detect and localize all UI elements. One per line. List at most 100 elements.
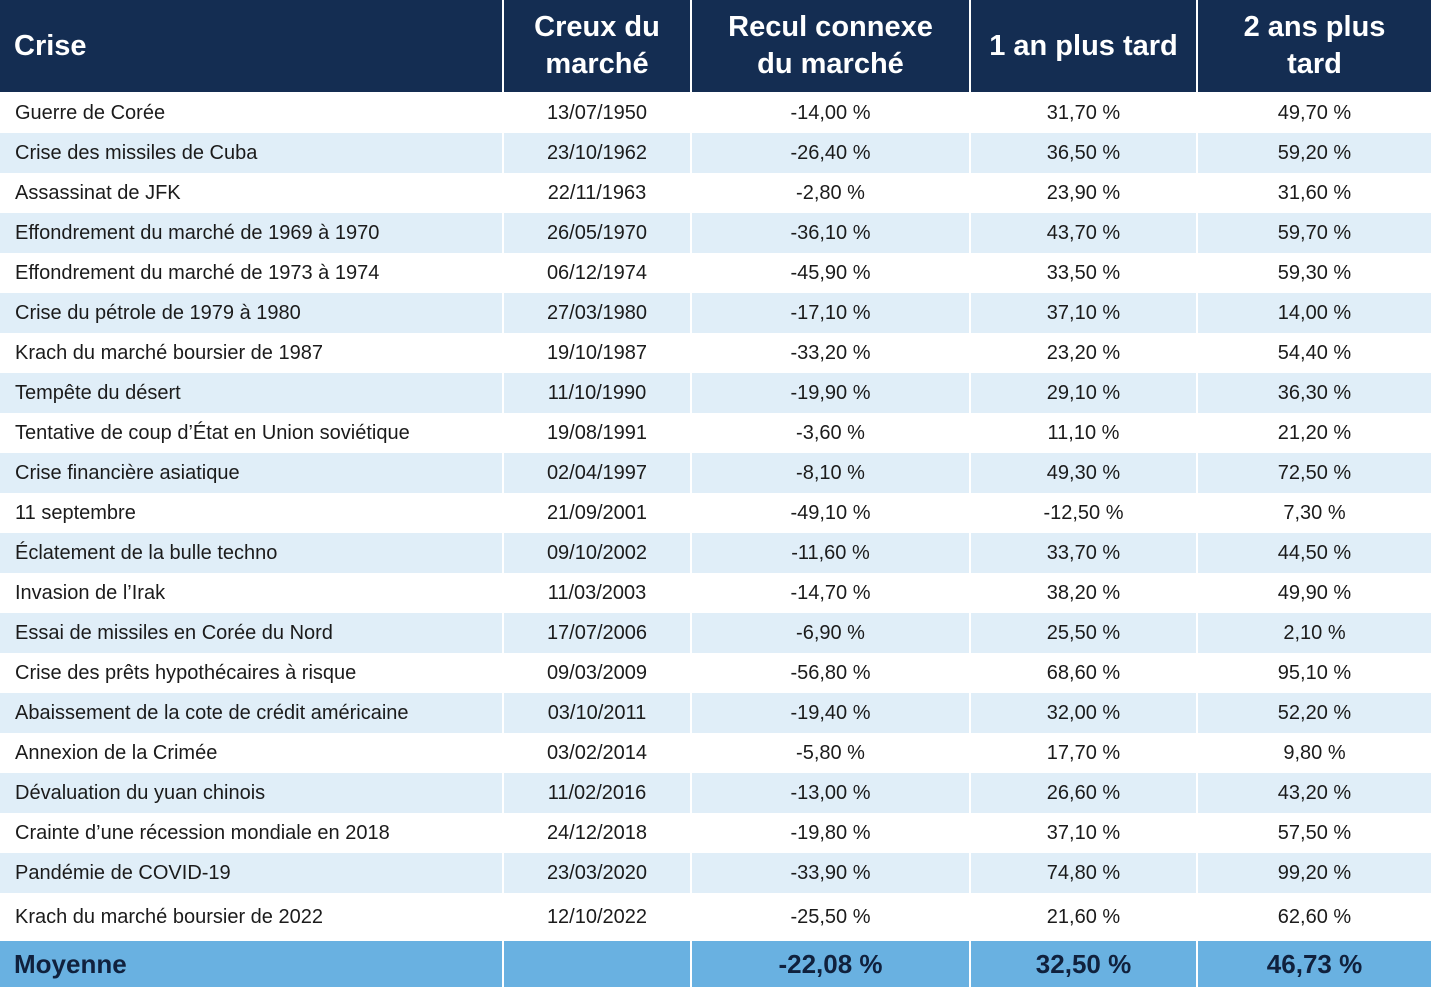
table-row: 11 septembre 21/09/2001 -49,10 % -12,50 % 7,…	[0, 493, 1431, 533]
header-crise: Crise	[0, 0, 504, 93]
cell-crise: Annexion de la Crimée	[0, 733, 504, 773]
table-body: Guerre de Corée 13/07/1950 -14,00 % 31,70 %…	[0, 92, 1431, 941]
header-recul-connexe: Recul connexe du marché	[691, 0, 971, 93]
cell-deux-ans-plus-tard: 54,40 %	[1197, 333, 1431, 373]
cell-deux-ans-plus-tard: 21,20 %	[1197, 413, 1431, 453]
table-row: Crise du pétrole de 1979 à 1980 27/03/198…	[0, 293, 1431, 333]
cell-un-an-plus-tard: 43,70 %	[970, 213, 1198, 253]
table-row: Abaissement de la cote de crédit américa…	[0, 693, 1431, 733]
cell-crise: Effondrement du marché de 1973 à 1974	[0, 253, 504, 293]
average-un-an: 32,50 %	[970, 941, 1198, 987]
table-row: Invasion de l’Irak 11/03/2003 -14,70 % 38,2…	[0, 573, 1431, 613]
cell-un-an-plus-tard: 33,70 %	[970, 533, 1198, 573]
cell-recul-connexe: -13,00 %	[691, 773, 971, 813]
cell-un-an-plus-tard: 37,10 %	[970, 813, 1198, 853]
cell-crise: Dévaluation du yuan chinois	[0, 773, 504, 813]
cell-crise: 11 septembre	[0, 493, 504, 533]
cell-recul-connexe: -3,60 %	[691, 413, 971, 453]
cell-creux-du-marche: 09/10/2002	[503, 533, 692, 573]
table-row: Assassinat de JFK 22/11/1963 -2,80 % 23,90 …	[0, 173, 1431, 213]
cell-deux-ans-plus-tard: 43,20 %	[1197, 773, 1431, 813]
cell-deux-ans-plus-tard: 31,60 %	[1197, 173, 1431, 213]
cell-deux-ans-plus-tard: 62,60 %	[1197, 893, 1431, 941]
cell-creux-du-marche: 13/07/1950	[503, 92, 692, 133]
cell-deux-ans-plus-tard: 52,20 %	[1197, 693, 1431, 733]
average-row: Moyenne -22,08 % 32,50 % 46,73 %	[0, 941, 1431, 987]
header-row: Crise Creux du marché Recul connexe du mar…	[0, 0, 1431, 93]
cell-un-an-plus-tard: 36,50 %	[970, 133, 1198, 173]
cell-deux-ans-plus-tard: 72,50 %	[1197, 453, 1431, 493]
table-row: Crainte d’une récession mondiale en 2018…	[0, 813, 1431, 853]
cell-deux-ans-plus-tard: 44,50 %	[1197, 533, 1431, 573]
cell-un-an-plus-tard: 74,80 %	[970, 853, 1198, 893]
cell-un-an-plus-tard: 23,90 %	[970, 173, 1198, 213]
cell-recul-connexe: -2,80 %	[691, 173, 971, 213]
table-row: Crise des prêts hypothécaires à risque 09…	[0, 653, 1431, 693]
cell-deux-ans-plus-tard: 95,10 %	[1197, 653, 1431, 693]
header-deux-ans-plus-tard: 2 ans plus tard	[1197, 0, 1431, 93]
table-row: Tentative de coup d’État en Union soviét…	[0, 413, 1431, 453]
cell-deux-ans-plus-tard: 36,30 %	[1197, 373, 1431, 413]
cell-crise: Tentative de coup d’État en Union soviét…	[0, 413, 504, 453]
table-row: Crise financière asiatique 02/04/1997 -8,1…	[0, 453, 1431, 493]
cell-recul-connexe: -33,20 %	[691, 333, 971, 373]
average-recul: -22,08 %	[691, 941, 971, 987]
cell-creux-du-marche: 02/04/1997	[503, 453, 692, 493]
cell-crise: Abaissement de la cote de crédit américa…	[0, 693, 504, 733]
cell-un-an-plus-tard: 49,30 %	[970, 453, 1198, 493]
cell-creux-du-marche: 06/12/1974	[503, 253, 692, 293]
cell-recul-connexe: -14,70 %	[691, 573, 971, 613]
cell-un-an-plus-tard: 38,20 %	[970, 573, 1198, 613]
cell-recul-connexe: -25,50 %	[691, 893, 971, 941]
table-row: Dévaluation du yuan chinois 11/02/2016 -13…	[0, 773, 1431, 813]
cell-crise: Crise des missiles de Cuba	[0, 133, 504, 173]
cell-crise: Krach du marché boursier de 1987	[0, 333, 504, 373]
cell-creux-du-marche: 09/03/2009	[503, 653, 692, 693]
cell-deux-ans-plus-tard: 49,70 %	[1197, 92, 1431, 133]
cell-recul-connexe: -5,80 %	[691, 733, 971, 773]
cell-deux-ans-plus-tard: 59,20 %	[1197, 133, 1431, 173]
cell-creux-du-marche: 26/05/1970	[503, 213, 692, 253]
cell-un-an-plus-tard: 23,20 %	[970, 333, 1198, 373]
cell-deux-ans-plus-tard: 59,30 %	[1197, 253, 1431, 293]
cell-creux-du-marche: 11/03/2003	[503, 573, 692, 613]
cell-deux-ans-plus-tard: 57,50 %	[1197, 813, 1431, 853]
cell-un-an-plus-tard: 33,50 %	[970, 253, 1198, 293]
table-row: Tempête du désert 11/10/1990 -19,90 % 29,10…	[0, 373, 1431, 413]
cell-recul-connexe: -26,40 %	[691, 133, 971, 173]
cell-deux-ans-plus-tard: 2,10 %	[1197, 613, 1431, 653]
cell-recul-connexe: -19,80 %	[691, 813, 971, 853]
cell-crise: Crise financière asiatique	[0, 453, 504, 493]
table-row: Éclatement de la bulle techno 09/10/2002-…	[0, 533, 1431, 573]
cell-recul-connexe: -8,10 %	[691, 453, 971, 493]
average-deux-ans: 46,73 %	[1197, 941, 1431, 987]
cell-creux-du-marche: 11/02/2016	[503, 773, 692, 813]
table-row: Essai de missiles en Corée du Nord 17/07/…	[0, 613, 1431, 653]
cell-crise: Invasion de l’Irak	[0, 573, 504, 613]
cell-recul-connexe: -14,00 %	[691, 92, 971, 133]
cell-recul-connexe: -17,10 %	[691, 293, 971, 333]
cell-deux-ans-plus-tard: 99,20 %	[1197, 853, 1431, 893]
cell-creux-du-marche: 21/09/2001	[503, 493, 692, 533]
cell-creux-du-marche: 22/11/1963	[503, 173, 692, 213]
cell-deux-ans-plus-tard: 49,90 %	[1197, 573, 1431, 613]
table-row: Krach du marché boursier de 2022 12/10/20…	[0, 893, 1431, 941]
cell-recul-connexe: -36,10 %	[691, 213, 971, 253]
cell-recul-connexe: -6,90 %	[691, 613, 971, 653]
cell-un-an-plus-tard: -12,50 %	[970, 493, 1198, 533]
table-row: Krach du marché boursier de 1987 19/10/19…	[0, 333, 1431, 373]
cell-crise: Crise du pétrole de 1979 à 1980	[0, 293, 504, 333]
average-label: Moyenne	[0, 941, 504, 987]
table-header: Crise Creux du marché Recul connexe du mar…	[0, 0, 1431, 93]
header-un-an-plus-tard: 1 an plus tard	[970, 0, 1198, 93]
table-row: Guerre de Corée 13/07/1950 -14,00 % 31,70 %…	[0, 92, 1431, 133]
cell-creux-du-marche: 19/10/1987	[503, 333, 692, 373]
cell-un-an-plus-tard: 31,70 %	[970, 92, 1198, 133]
cell-creux-du-marche: 27/03/1980	[503, 293, 692, 333]
cell-un-an-plus-tard: 37,10 %	[970, 293, 1198, 333]
table-row: Annexion de la Crimée 03/02/2014 -5,80 % 17…	[0, 733, 1431, 773]
cell-creux-du-marche: 03/10/2011	[503, 693, 692, 733]
cell-creux-du-marche: 24/12/2018	[503, 813, 692, 853]
cell-deux-ans-plus-tard: 7,30 %	[1197, 493, 1431, 533]
cell-creux-du-marche: 12/10/2022	[503, 893, 692, 941]
